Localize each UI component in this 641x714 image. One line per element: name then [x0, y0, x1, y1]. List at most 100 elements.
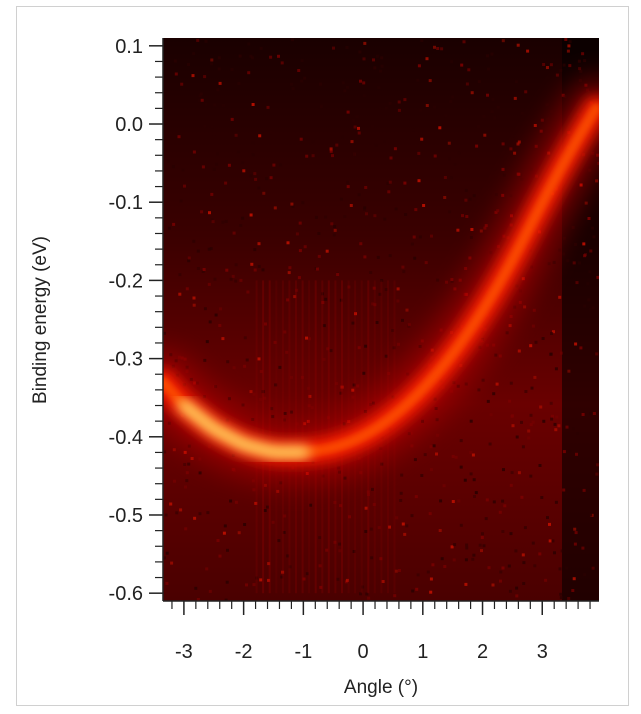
- noise-pixel: [207, 247, 211, 251]
- noise-pixel: [366, 490, 370, 494]
- y-tick-label: -0.4: [109, 427, 143, 449]
- noise-pixel: [529, 423, 533, 427]
- noise-pixel: [216, 539, 220, 542]
- noise-pixel: [562, 236, 566, 240]
- noise-pixel: [482, 544, 486, 548]
- noise-pixel: [311, 154, 315, 158]
- noise-pixel: [193, 516, 197, 520]
- noise-pixel: [277, 54, 280, 58]
- noise-pixel: [564, 38, 568, 41]
- noise-pixel: [246, 290, 250, 294]
- noise-pixel: [451, 95, 455, 99]
- noise-pixel: [237, 82, 241, 85]
- noise-pixel: [183, 357, 187, 361]
- noise-pixel: [436, 47, 440, 50]
- noise-pixel: [429, 590, 433, 594]
- noise-pixel: [184, 485, 187, 489]
- noise-pixel: [213, 103, 217, 107]
- noise-pixel: [380, 64, 384, 68]
- noise-pixel: [412, 128, 415, 132]
- noise-pixel: [308, 337, 311, 341]
- noise-pixel: [595, 179, 599, 183]
- noise-pixel: [363, 255, 367, 259]
- noise-pixel: [177, 135, 181, 139]
- noise-pixel: [249, 213, 253, 217]
- noise-pixel: [571, 226, 575, 229]
- noise-pixel: [359, 242, 363, 246]
- noise-pixel: [357, 193, 361, 197]
- noise-pixel: [511, 414, 514, 418]
- noise-pixel: [482, 115, 486, 119]
- noise-pixel: [499, 579, 502, 583]
- noise-pixel: [319, 82, 322, 86]
- noise-pixel: [531, 541, 535, 545]
- noise-pixel: [183, 184, 186, 188]
- noise-pixel: [341, 135, 344, 139]
- noise-pixel: [183, 450, 187, 454]
- noise-pixel: [380, 279, 384, 282]
- noise-pixel: [594, 515, 597, 519]
- noise-pixel: [362, 94, 366, 98]
- noise-pixel: [501, 566, 505, 570]
- noise-pixel: [196, 598, 200, 601]
- noise-pixel: [352, 383, 356, 387]
- noise-pixel: [428, 512, 432, 516]
- noise-pixel: [305, 572, 309, 576]
- noise-pixel: [363, 207, 366, 211]
- noise-pixel: [567, 44, 571, 48]
- noise-pixel: [465, 543, 469, 547]
- noise-pixel: [185, 287, 189, 291]
- noise-pixel: [429, 577, 433, 581]
- noise-pixel: [568, 64, 572, 68]
- noise-pixel: [524, 90, 528, 94]
- noise-pixel: [549, 109, 553, 113]
- noise-pixel: [487, 67, 490, 71]
- noise-pixel: [180, 356, 184, 360]
- noise-pixel: [560, 549, 564, 553]
- noise-pixel: [319, 105, 323, 109]
- noise-pixel: [450, 60, 454, 64]
- noise-pixel: [458, 278, 462, 282]
- noise-pixel: [403, 181, 407, 185]
- noise-pixel: [255, 576, 259, 580]
- noise-pixel: [453, 287, 457, 291]
- noise-pixel: [589, 513, 593, 517]
- noise-pixel: [227, 397, 231, 401]
- noise-pixel: [548, 522, 551, 526]
- noise-pixel: [352, 119, 356, 122]
- noise-pixel: [486, 93, 489, 97]
- noise-pixel: [575, 452, 578, 456]
- noise-pixel: [379, 69, 382, 73]
- noise-pixel: [332, 46, 335, 50]
- noise-pixel: [245, 583, 248, 587]
- noise-pixel: [465, 82, 469, 86]
- noise-pixel: [346, 85, 349, 89]
- noise-pixel: [340, 385, 344, 389]
- noise-pixel: [501, 142, 505, 146]
- noise-pixel: [554, 428, 558, 432]
- noise-pixel: [166, 159, 170, 163]
- noise-pixel: [345, 578, 349, 582]
- noise-pixel: [522, 582, 526, 585]
- noise-pixel: [234, 500, 238, 504]
- noise-pixel: [329, 147, 333, 151]
- noise-pixel: [551, 539, 555, 543]
- noise-pixel: [236, 150, 240, 154]
- noise-pixel: [440, 557, 444, 561]
- y-axis-title: Binding energy (eV): [30, 236, 51, 404]
- noise-pixel: [555, 415, 559, 419]
- noise-pixel: [414, 208, 418, 212]
- noise-pixel: [230, 117, 234, 121]
- noise-pixel: [380, 462, 384, 466]
- noise-pixel: [417, 179, 421, 183]
- noise-pixel: [567, 597, 571, 600]
- noise-pixel: [210, 125, 214, 129]
- noise-pixel: [379, 557, 383, 561]
- noise-pixel: [210, 62, 213, 66]
- noise-pixel: [509, 381, 513, 385]
- noise-pixel: [269, 131, 273, 135]
- noise-pixel: [179, 199, 183, 203]
- noise-pixel: [214, 385, 218, 389]
- noise-pixel: [359, 592, 362, 596]
- y-tick-label: -0.3: [109, 349, 143, 371]
